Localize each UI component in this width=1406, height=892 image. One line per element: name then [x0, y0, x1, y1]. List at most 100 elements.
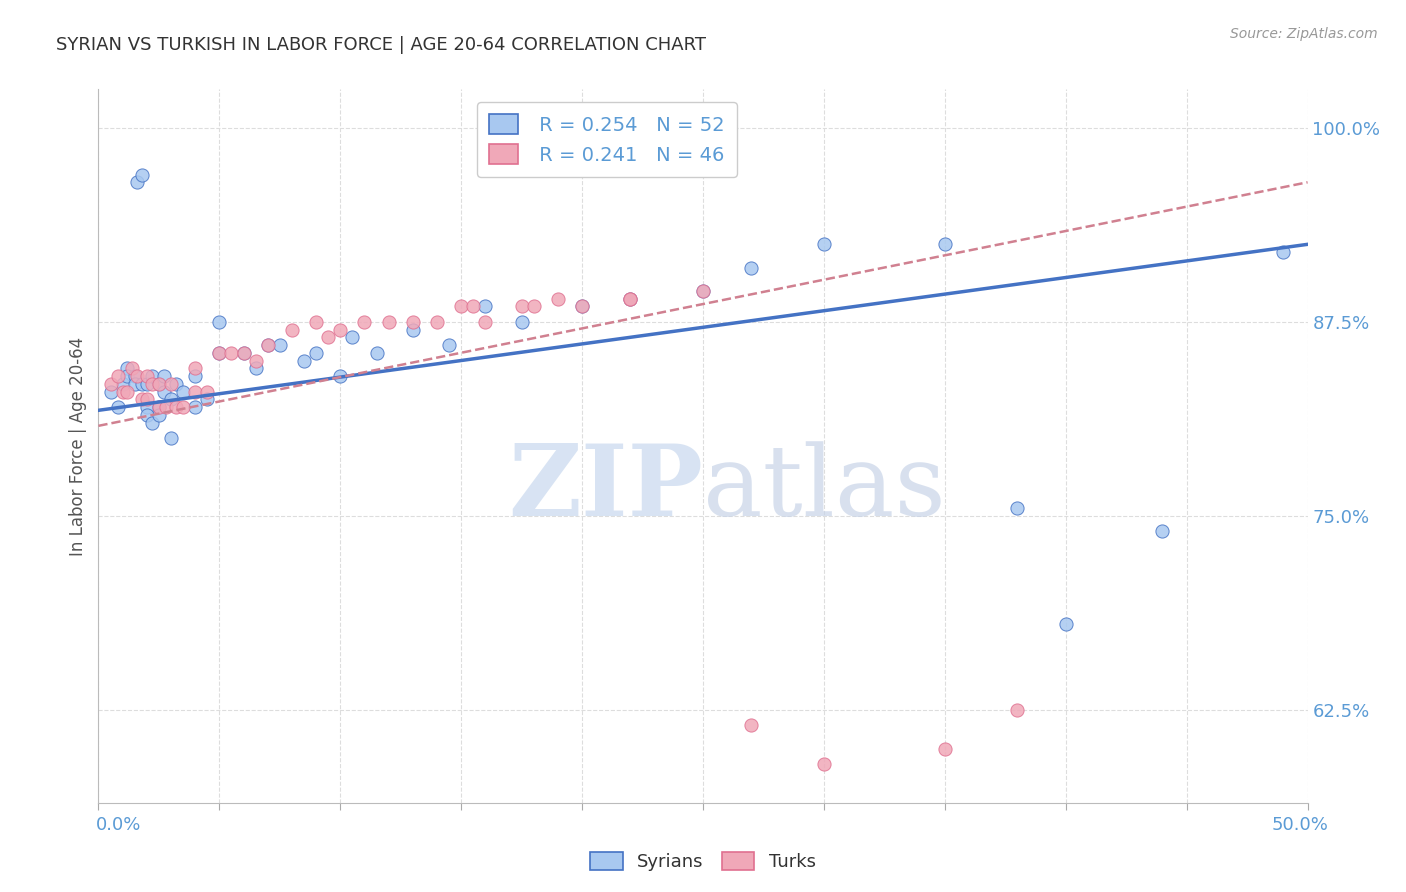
Point: [160, 431, 183, 445]
Point: [316, 330, 339, 344]
Point: [523, 299, 546, 313]
Point: [426, 315, 449, 329]
Point: [117, 369, 139, 384]
Point: [195, 384, 218, 399]
Point: [353, 315, 375, 329]
Point: [117, 361, 139, 376]
Point: [111, 376, 134, 391]
Point: [474, 315, 496, 329]
Point: [934, 741, 956, 756]
Point: [402, 315, 425, 329]
Point: [141, 376, 163, 391]
Point: [208, 346, 231, 360]
Point: [510, 299, 533, 313]
Point: [208, 315, 231, 329]
Legend: Syrians, Turks: Syrians, Turks: [583, 845, 823, 879]
Point: [155, 401, 177, 415]
Point: [1054, 617, 1077, 632]
Point: [100, 384, 122, 399]
Point: [619, 292, 641, 306]
Text: Source: ZipAtlas.com: Source: ZipAtlas.com: [1230, 27, 1378, 41]
Point: [160, 376, 183, 391]
Point: [165, 376, 187, 391]
Point: [510, 315, 533, 329]
Point: [135, 369, 157, 384]
Point: [366, 346, 388, 360]
Point: [232, 346, 254, 360]
Point: [124, 376, 146, 391]
Text: SYRIAN VS TURKISH IN LABOR FORCE | AGE 20-64 CORRELATION CHART: SYRIAN VS TURKISH IN LABOR FORCE | AGE 2…: [56, 36, 706, 54]
Point: [450, 299, 472, 313]
Point: [148, 376, 170, 391]
Point: [256, 338, 278, 352]
Point: [1152, 524, 1174, 539]
Legend:  R = 0.254   N = 52,  R = 0.241   N = 46: R = 0.254 N = 52, R = 0.241 N = 46: [477, 103, 737, 177]
Point: [1272, 245, 1295, 260]
Point: [571, 299, 593, 313]
Point: [256, 338, 278, 352]
Point: [152, 384, 174, 399]
Point: [152, 369, 174, 384]
Point: [269, 338, 291, 352]
Point: [165, 401, 187, 415]
Point: [221, 346, 243, 360]
Point: [619, 292, 641, 306]
Point: [184, 401, 207, 415]
Point: [1007, 501, 1029, 516]
Text: 0.0%: 0.0%: [96, 816, 141, 834]
Text: 50.0%: 50.0%: [1272, 816, 1329, 834]
Point: [131, 392, 153, 407]
Point: [135, 376, 157, 391]
Point: [121, 361, 143, 376]
Point: [547, 292, 569, 306]
Point: [148, 401, 170, 415]
Point: [117, 384, 139, 399]
Point: [292, 353, 315, 368]
Point: [131, 168, 153, 182]
Point: [141, 369, 163, 384]
Point: [135, 401, 157, 415]
Point: [195, 392, 218, 407]
Point: [127, 175, 149, 189]
Point: [329, 323, 352, 337]
Point: [305, 346, 328, 360]
Point: [131, 376, 153, 391]
Point: [1007, 703, 1029, 717]
Point: [692, 284, 714, 298]
Point: [740, 718, 762, 732]
Point: [184, 361, 207, 376]
Point: [571, 299, 593, 313]
Point: [619, 292, 641, 306]
Point: [127, 369, 149, 384]
Point: [124, 369, 146, 384]
Text: atlas: atlas: [703, 441, 946, 537]
Point: [437, 338, 460, 352]
Point: [208, 346, 231, 360]
Point: [402, 323, 425, 337]
Point: [245, 361, 267, 376]
Point: [692, 284, 714, 298]
Point: [141, 416, 163, 430]
Point: [172, 401, 194, 415]
Point: [329, 369, 352, 384]
Point: [111, 384, 134, 399]
Point: [172, 384, 194, 399]
Point: [160, 392, 183, 407]
Point: [184, 384, 207, 399]
Point: [148, 376, 170, 391]
Point: [305, 315, 328, 329]
Point: [245, 353, 267, 368]
Point: [135, 408, 157, 422]
Point: [934, 237, 956, 252]
Point: [463, 299, 485, 313]
Point: [107, 401, 129, 415]
Point: [107, 369, 129, 384]
Point: [100, 376, 122, 391]
Point: [813, 237, 835, 252]
Point: [232, 346, 254, 360]
Point: [135, 392, 157, 407]
Point: [184, 369, 207, 384]
Point: [740, 260, 762, 275]
Point: [813, 757, 835, 772]
Point: [342, 330, 364, 344]
